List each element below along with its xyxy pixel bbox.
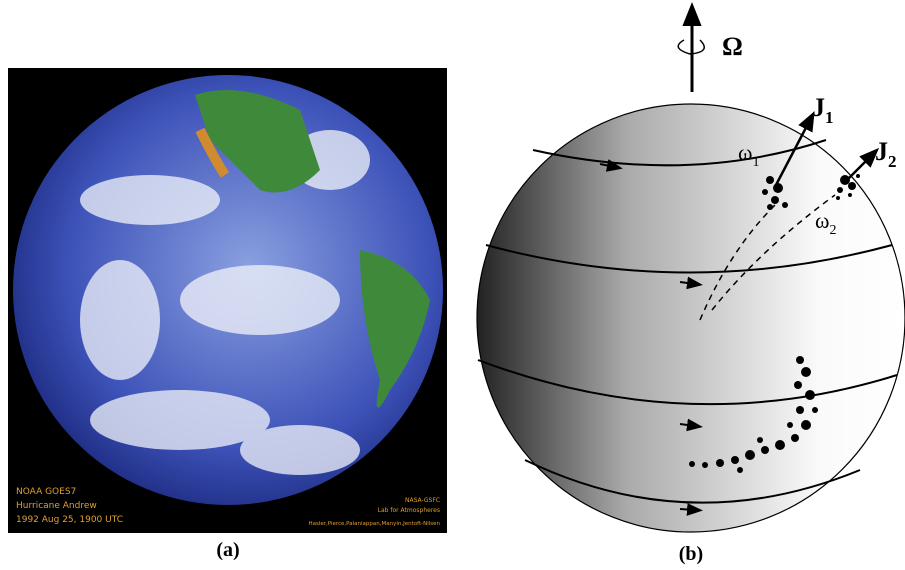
- overlay-text: NOAA GOES7: [16, 487, 76, 497]
- panel-a: NOAA GOES7 Hurricane Andrew 1992 Aug 25,…: [8, 68, 447, 561]
- subscript: 1: [825, 108, 834, 127]
- overlay-text: Hurricane Andrew: [16, 501, 97, 511]
- caption: (b): [679, 543, 703, 565]
- label-j1: J1: [812, 93, 834, 127]
- subscript: 2: [888, 152, 897, 171]
- symbol: J: [875, 137, 888, 166]
- overlay-text: NASA-GSFC: [405, 497, 440, 504]
- subscript: 1: [752, 155, 759, 170]
- subscript: 2: [829, 223, 836, 238]
- caption: (a): [216, 539, 239, 561]
- panel-b: Ω J1 J2 ω1 ω2 (b): [477, 14, 905, 565]
- symbol: ω: [738, 140, 752, 165]
- overlay-text: Hasler,Pierce,Palaniappan,Manyin,Jentoft…: [308, 521, 440, 527]
- symbol: ω: [815, 208, 829, 233]
- overlay-text: 1992 Aug 25, 1900 UTC: [16, 515, 123, 525]
- symbol: J: [812, 93, 825, 122]
- rotation-label: Ω: [722, 32, 743, 61]
- label-j2: J2: [875, 137, 897, 171]
- figure: NOAA GOES7 Hurricane Andrew 1992 Aug 25,…: [0, 0, 905, 570]
- overlay-text: Lab for Atmospheres: [378, 507, 440, 514]
